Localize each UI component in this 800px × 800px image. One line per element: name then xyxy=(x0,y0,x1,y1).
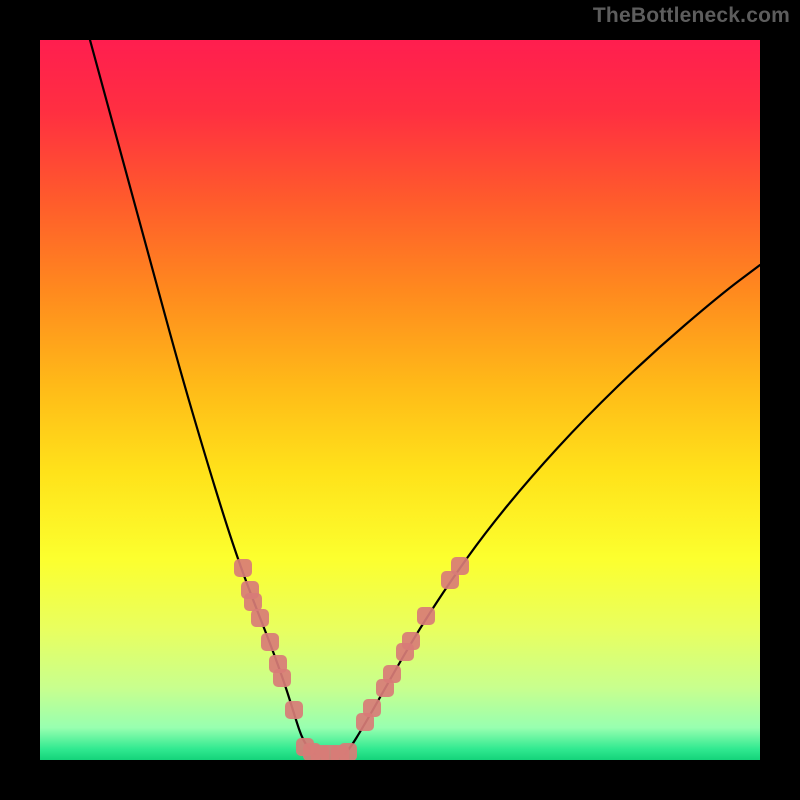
data-marker xyxy=(244,593,262,611)
data-marker xyxy=(339,743,357,760)
data-marker xyxy=(234,559,252,577)
chart-canvas: TheBottleneck.com xyxy=(0,0,800,800)
watermark-text: TheBottleneck.com xyxy=(593,4,790,28)
data-marker xyxy=(261,633,279,651)
data-marker xyxy=(451,557,469,575)
data-marker xyxy=(285,701,303,719)
data-marker xyxy=(273,669,291,687)
data-marker xyxy=(383,665,401,683)
gradient-plot-svg xyxy=(40,40,760,760)
data-marker xyxy=(363,699,381,717)
data-marker xyxy=(251,609,269,627)
data-marker xyxy=(402,632,420,650)
data-marker xyxy=(417,607,435,625)
plot-area xyxy=(40,40,760,760)
